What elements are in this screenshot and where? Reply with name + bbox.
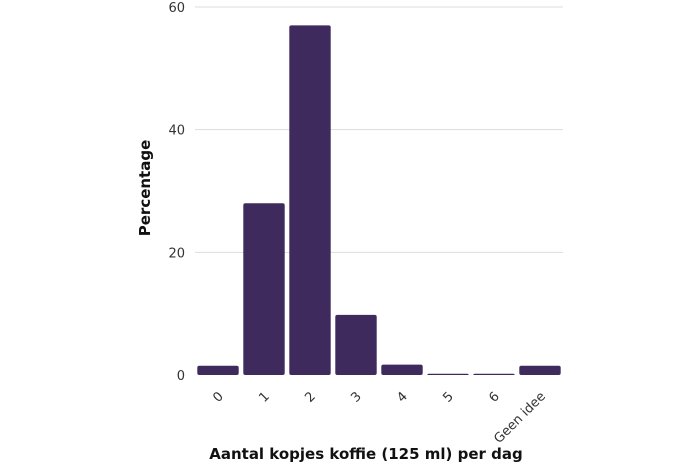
y-axis-ticks: 0 20 40 60 <box>168 1 185 384</box>
x-axis-title: Aantal kopjes koffie (125 ml) per dag <box>209 445 523 463</box>
bar-0 <box>197 365 239 375</box>
x-tick-label: 6 <box>486 389 502 405</box>
y-axis-title: Percentage <box>136 140 154 237</box>
x-tick-label: 4 <box>394 389 410 405</box>
y-tick-label: 60 <box>168 1 185 16</box>
bar-4 <box>381 364 423 375</box>
bars <box>197 25 561 376</box>
bar-5 <box>427 373 469 375</box>
x-tick-label: 0 <box>210 389 226 405</box>
y-tick-label: 40 <box>168 124 185 139</box>
x-tick-label: 1 <box>256 389 272 405</box>
y-tick-label: 20 <box>168 246 185 261</box>
bar-1 <box>243 203 285 375</box>
bar-6 <box>473 373 515 375</box>
x-tick-label: 3 <box>348 389 364 405</box>
bar-3 <box>335 314 377 375</box>
bar-geen-idee <box>519 365 561 375</box>
bar-2 <box>289 25 331 376</box>
y-tick-label: 0 <box>177 369 185 384</box>
x-tick-label: 5 <box>440 389 456 405</box>
x-tick-label: 2 <box>302 389 318 405</box>
